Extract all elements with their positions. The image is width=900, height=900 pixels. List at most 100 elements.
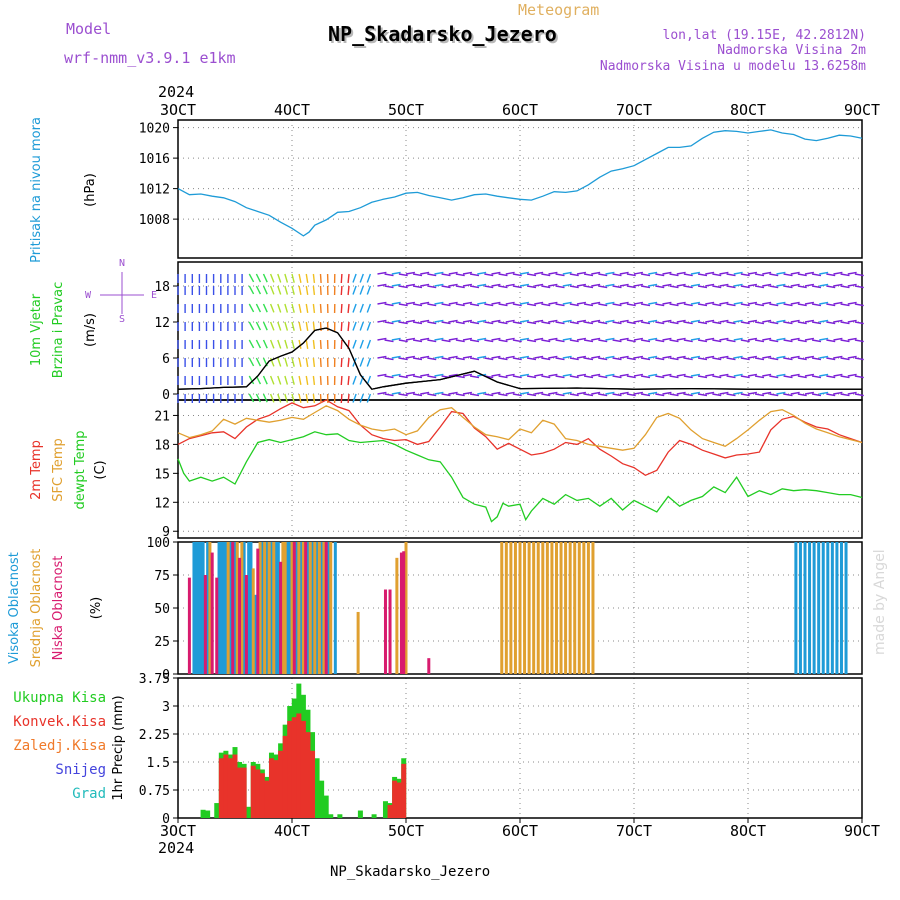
wind-arrow — [555, 303, 565, 307]
high_cloud-bar — [206, 542, 210, 674]
wind-arrow — [519, 337, 530, 341]
y-axis-label: (m/s) — [83, 313, 98, 347]
compass-label: W — [85, 290, 92, 301]
wind-arrow — [398, 303, 408, 307]
wind-arrow — [819, 373, 829, 377]
y-axis-label: 10m Vjetar — [29, 293, 44, 366]
wind-arrow — [548, 301, 558, 305]
wind-arrow — [548, 373, 558, 377]
wind-arrow — [662, 355, 672, 359]
x-tick-label-top: 9OCT — [844, 101, 880, 119]
wind-arrow — [690, 373, 701, 377]
wind-arrow — [655, 285, 665, 289]
wind-arrow — [598, 303, 608, 307]
wind-arrow — [811, 273, 822, 277]
wind-arrow — [804, 319, 815, 323]
high_cloud-bar — [265, 542, 269, 674]
wind-arrow — [312, 303, 316, 313]
wind-arrow — [804, 373, 815, 377]
wind-arrow — [519, 283, 530, 287]
wind-arrow — [284, 303, 289, 313]
wind-arrow — [498, 339, 508, 343]
wind-arrow — [591, 271, 601, 275]
wind-arrow — [854, 357, 864, 361]
high_cloud-bar — [288, 542, 292, 674]
wind-arrow — [690, 271, 701, 275]
wind-arrow — [377, 373, 387, 377]
wind-arrow — [541, 357, 551, 361]
wind-arrow — [569, 393, 579, 397]
wind-arrow — [405, 319, 416, 323]
wind-arrow — [377, 391, 387, 395]
wind-arrow — [726, 339, 736, 343]
wind-arrow — [591, 355, 601, 359]
wind-arrow — [619, 283, 629, 287]
wind-arrow — [733, 301, 743, 305]
y-axis-label: (hPa) — [83, 173, 98, 207]
wind-arrow — [847, 355, 857, 359]
wind-arrow — [541, 285, 551, 289]
wind-arrow — [569, 285, 579, 289]
wind-arrow — [583, 357, 594, 361]
high_cloud-bar — [276, 542, 280, 674]
wind-arrow — [469, 375, 480, 379]
wind-arrow — [269, 321, 275, 331]
high_cloud-bar — [254, 594, 258, 674]
total_precip-bar — [314, 758, 320, 818]
high_cloud-bar — [224, 542, 228, 674]
wind-arrow — [854, 273, 864, 277]
wind-arrow — [255, 357, 262, 367]
wind-arrow — [352, 321, 357, 331]
wind-arrow — [797, 339, 807, 343]
wind-arrow — [347, 375, 350, 386]
wind-arrow — [498, 375, 508, 379]
wind-arrows — [177, 271, 864, 404]
wind-arrow — [448, 271, 458, 275]
wind-arrow — [298, 339, 302, 349]
wind-arrow — [683, 321, 693, 325]
wind-arrow — [819, 355, 829, 359]
wind-arrow — [719, 301, 729, 305]
wind-arrow — [840, 393, 850, 397]
wind-arrow — [377, 271, 387, 275]
wind-arrow — [391, 355, 401, 359]
wind-arrow — [298, 375, 302, 385]
wind-arrow — [462, 301, 473, 305]
wind-arrow — [305, 375, 309, 386]
wind-arrow — [619, 391, 629, 395]
wind-arrow — [619, 373, 629, 377]
wind-arrow — [619, 271, 629, 275]
wind-arrow — [441, 357, 451, 361]
high_cloud-bar — [249, 542, 253, 674]
conv_precip-bar — [264, 780, 270, 818]
wind-arrow — [669, 393, 679, 397]
wind-arrow — [797, 357, 807, 361]
mid_cloud-bar — [500, 542, 504, 674]
wind-arrow — [284, 273, 289, 283]
wind-arrow — [712, 393, 722, 397]
wind-arrow — [319, 375, 322, 386]
y-tick-label: 1.5 — [147, 756, 170, 771]
y-tick-label: 15 — [154, 467, 170, 482]
wind-arrow — [854, 393, 864, 397]
wind-arrow — [505, 319, 515, 323]
wind-arrow — [783, 273, 793, 277]
wind-arrow — [412, 303, 423, 307]
precip-legend-item: Ukupna Kisa — [13, 690, 106, 706]
conv_precip-bar — [259, 773, 265, 818]
wind-arrow — [705, 355, 715, 359]
wind-arrow — [248, 321, 255, 331]
x-tick-label-top: 4OCT — [274, 101, 310, 119]
wind-arrow — [377, 355, 387, 359]
wind-arrow — [352, 393, 357, 403]
wind-arrow — [562, 391, 572, 395]
wind-arrow — [783, 339, 793, 343]
wind-arrow — [384, 357, 394, 361]
wind-panel: 0 6 12 18 — [154, 261, 863, 403]
mid_cloud-bar — [322, 542, 326, 674]
wind-arrow — [719, 337, 729, 341]
wind-arrow — [733, 271, 743, 275]
wind-arrow — [569, 273, 579, 277]
wind-arrow — [352, 303, 357, 313]
wind-arrow — [391, 271, 401, 275]
